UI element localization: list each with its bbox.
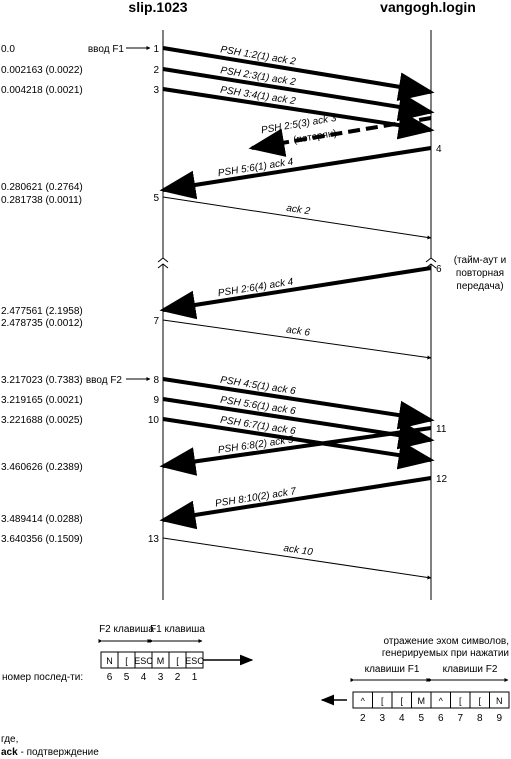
segment-number: 9 [153, 395, 159, 406]
segment-note: (потерян) [293, 128, 338, 146]
segment-arrow [159, 266, 432, 320]
timeout-note: повторная [456, 268, 504, 279]
time-label: 3.219165 (0.0021) [1, 395, 83, 406]
right-lifeline [425, 30, 437, 600]
sequence-number: 2 [175, 672, 181, 683]
sequence-number: 6 [438, 713, 444, 724]
sequence-number: 4 [141, 672, 147, 683]
legend-term: ack [1, 747, 18, 758]
time-label: 0.281738 (0.0011) [1, 195, 82, 206]
sequence-number: 9 [496, 713, 502, 724]
segment-number: 6 [436, 264, 442, 275]
timeout-note: передача) [456, 281, 503, 292]
timeout-note: (тайм-аут и [454, 255, 507, 266]
key-label: клавиши F1 [365, 664, 420, 675]
sequence-number: 1 [192, 672, 198, 683]
legend-line: ack - подтверждение [1, 747, 99, 758]
buffer-cell: M [418, 696, 426, 706]
segment-arrow [162, 377, 435, 430]
right-host: vangogh.login [380, 0, 476, 15]
buffer-cell: [ [176, 656, 179, 666]
segment-arrow [162, 196, 432, 240]
time-label: 3.489414 (0.0288) [1, 514, 83, 525]
segment-arrow [159, 476, 432, 530]
buffer-cell: [ [381, 696, 384, 706]
time-label: 2.478735 (0.0012) [1, 318, 83, 329]
segment-label: ack 6 [285, 324, 311, 338]
buffer-cell: [ [125, 656, 128, 666]
segment-arrow [162, 87, 435, 140]
segment-number: 3 [153, 85, 159, 96]
segment-label-group: ack 2 [285, 203, 311, 218]
sequence-number: 3 [379, 713, 385, 724]
sequence-number: 8 [477, 713, 483, 724]
left-host: slip.1023 [128, 0, 187, 15]
time-label: 0.002163 (0.0022) [1, 65, 83, 76]
segment-arrow [162, 417, 435, 470]
left-lifeline [157, 30, 169, 600]
segment-arrow [162, 319, 432, 360]
segment-number: 5 [153, 193, 159, 204]
sequence-number: 5 [124, 672, 130, 683]
key-label: F1 клавиша [150, 624, 205, 635]
legend-definition: - подтверждение [18, 747, 100, 758]
segment-number: 7 [153, 316, 159, 327]
key-label: клавиши F2 [443, 664, 498, 675]
buffer-cell: [ [400, 696, 403, 706]
buffer-cell: ESC [134, 656, 153, 666]
segment-label: ack 2 [285, 203, 311, 218]
segment-arrow [248, 116, 432, 157]
segment-number: 11 [436, 424, 447, 435]
segment-label-group: PSH 2:5(3) ack 3(потерян) [260, 113, 338, 146]
time-label: 3.217023 (0.7383) [1, 375, 83, 386]
segment-arrow [162, 67, 435, 122]
sequence-number: 2 [360, 713, 366, 724]
segment-number: 13 [148, 534, 160, 545]
sequence-number: 6 [107, 672, 113, 683]
segment-arrow [159, 426, 432, 476]
time-label: 2.477561 (2.1958) [1, 306, 83, 317]
segment-label: ack 10 [283, 543, 314, 558]
segment-label-group: ack 6 [285, 324, 311, 338]
input-note: ввод F1 [88, 44, 125, 55]
echo-caption: генерируемых при нажатии [382, 648, 509, 659]
segment-number: 10 [148, 415, 160, 426]
buffer-cell: N [496, 696, 503, 706]
segment-label-group: ack 10 [283, 543, 314, 558]
time-label: 3.221688 (0.0025) [1, 415, 83, 426]
sequence-number: 7 [457, 713, 463, 724]
time-label: 3.640356 (0.1509) [1, 534, 83, 545]
legend-intro: где, [1, 734, 18, 745]
sequence-number: 4 [399, 713, 405, 724]
sequence-caption: номер послед-ти: [2, 672, 83, 683]
buffer-cell: ^ [439, 696, 444, 706]
segment-number: 1 [153, 44, 159, 55]
buffer-cell: ESC [185, 656, 204, 666]
sequence-number: 5 [418, 713, 424, 724]
key-label: F2 клавиша [99, 624, 154, 635]
buffer-cell: N [106, 656, 113, 666]
segment-number: 4 [436, 144, 442, 155]
buffer-cell: [ [478, 696, 481, 706]
segment-number: 8 [153, 375, 159, 386]
segment-arrow [159, 146, 432, 200]
lifelines [157, 30, 437, 600]
segment-number: 12 [436, 474, 448, 485]
input-note: ввод F2 [86, 375, 123, 386]
time-label: 0.280621 (0.2764) [1, 182, 83, 193]
buffer-cell: [ [459, 696, 462, 706]
buffer-cell: M [157, 656, 165, 666]
time-label: 0.004218 (0.0021) [1, 85, 83, 96]
time-label: 0.0 [1, 44, 15, 55]
buffer-cell: ^ [361, 696, 366, 706]
segment-arrow [162, 537, 432, 580]
segment-number: 2 [153, 65, 159, 76]
segment-arrow [162, 46, 435, 101]
time-label: 3.460626 (0.2389) [1, 462, 83, 473]
sequence-number: 3 [158, 672, 164, 683]
echo-caption: отражение эхом символов, [384, 636, 509, 647]
